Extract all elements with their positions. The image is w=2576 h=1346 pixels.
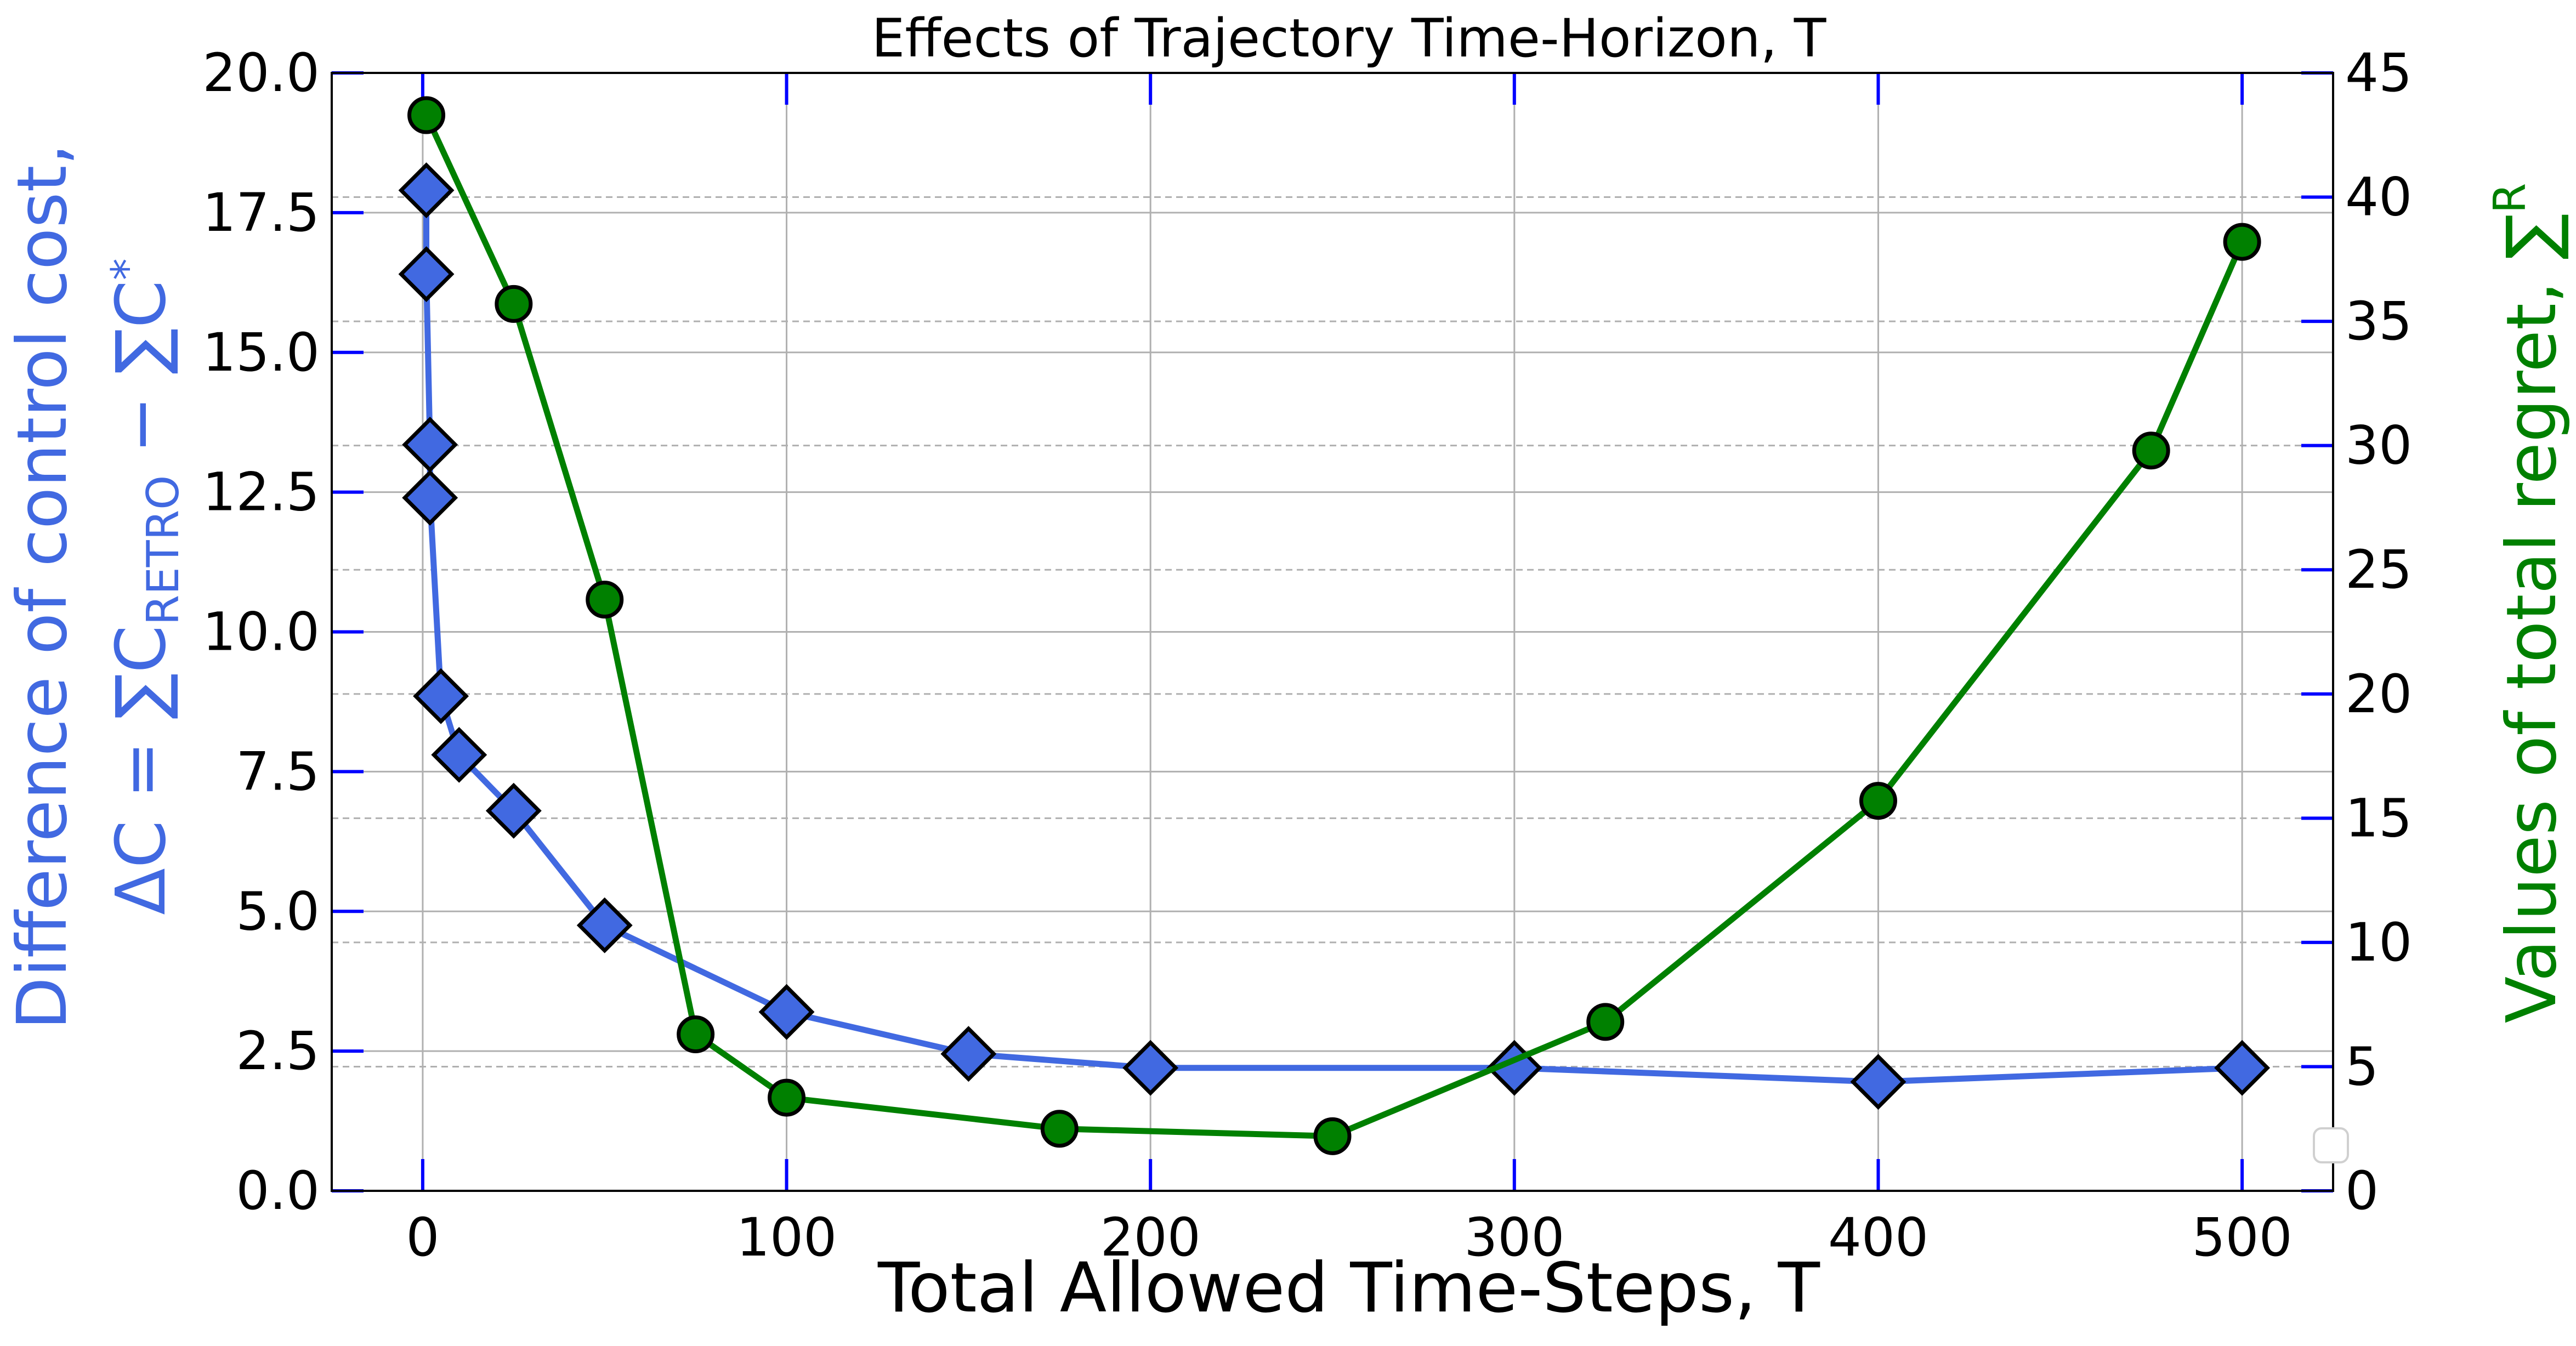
diamond-marker [576,897,633,953]
chart-title: Effects of Trajectory Time-Horizon, T [872,8,1826,69]
plot-frame [331,72,2334,1192]
y-right-tick-label: 30 [2345,415,2412,476]
circle-marker [1040,1110,1079,1148]
y-left-tick-label: 17.5 [202,182,320,243]
diamond-marker [413,668,469,724]
y-right-tick-label: 25 [2345,539,2412,600]
diamond-marker [758,984,815,1040]
y-right-tick-label: 10 [2345,912,2412,973]
circle-marker [586,581,624,619]
diamond-marker [1122,1040,1179,1096]
circle-marker [495,285,533,323]
y-left-tick-label: 2.5 [236,1020,320,1082]
y-right-tick-label: 15 [2345,787,2412,849]
right-y-axis-label: Values of total regret, ∑R [2484,183,2572,1024]
x-tick-label: 200 [1100,1207,1201,1268]
diamond-marker [1850,1054,1907,1110]
diamond-marker [398,162,455,219]
y-right-tick-label: 5 [2345,1036,2379,1097]
y-right-tick-label: 40 [2345,167,2412,228]
circle-marker [407,96,446,134]
y-left-tick-label: 15.0 [202,322,320,383]
diamond-marker [940,1026,997,1082]
x-tick-label: 300 [1464,1207,1564,1268]
circle-marker [2132,431,2170,470]
x-axis-label: Total Allowed Time-Steps, T [877,1248,1820,1328]
circle-marker [1313,1117,1352,1155]
circle-marker [1586,1003,1625,1041]
circle-marker [677,1015,715,1054]
y-right-tick-label: 35 [2345,291,2412,352]
tick-labels: 0 100 200 300 400 5000.02.55.07.510.012.515.0… [202,42,2412,1268]
diamond-marker [402,469,458,526]
x-tick-label: 500 [2192,1207,2292,1268]
y-left-tick-label: 0.0 [236,1160,320,1222]
empty-legend-box [2313,1127,2349,1163]
circle-marker [1859,782,1897,820]
y-left-tick-label: 5.0 [236,881,320,942]
y-left-tick-label: 7.5 [236,741,320,802]
cost-difference-line [423,190,2243,1085]
diamond-marker [402,417,458,473]
x-tick-label: 100 [736,1207,837,1268]
y-left-tick-label: 10.0 [202,601,320,663]
diamond-marker [485,782,542,839]
x-tick-label: 0 [406,1207,439,1268]
left-y-axis-label-line1: Difference of control cost, [3,144,82,1030]
diamond-marker [2214,1040,2271,1096]
y-right-tick-label: 0 [2345,1160,2379,1222]
diamond-marker [398,246,455,302]
y-right-tick-label: 20 [2345,663,2412,725]
y-left-tick-label: 12.5 [202,462,320,523]
regret-line [423,113,2245,1139]
series [398,96,2271,1155]
y-right-tick-label: 45 [2345,42,2412,104]
grid [332,72,2333,1192]
diamond-marker [431,726,487,783]
y-left-tick-label: 20.0 [202,42,320,104]
x-tick-label: 400 [1828,1207,1928,1268]
left-y-axis-label-line2: ΔC = ∑CRETRO − ∑C* [101,258,189,915]
circle-marker [2223,223,2261,261]
circle-marker [768,1078,806,1117]
